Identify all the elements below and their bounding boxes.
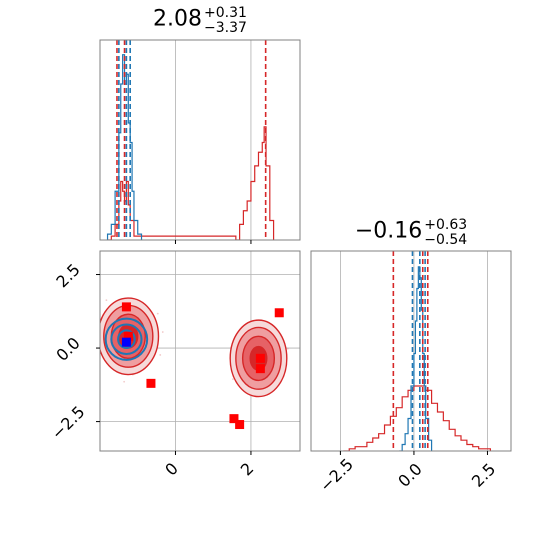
scatter-y-tick-label: 2.5	[52, 260, 83, 291]
scatter-y-tick-label: −2.5	[48, 402, 89, 443]
top-hist-red-series	[107, 126, 275, 240]
red-marker	[146, 378, 156, 388]
blue-contour	[104, 317, 149, 361]
scatter-y-tick-label: 0.0	[52, 333, 83, 364]
sample-point	[159, 354, 162, 356]
title-plus: +0.31	[204, 5, 247, 21]
sample-point	[105, 299, 108, 302]
title-plus: +0.63	[424, 217, 468, 233]
top-histogram-title: 2.08 +0.31 −3.37	[100, 6, 300, 36]
sample-point	[161, 331, 164, 333]
top-hist-frame	[99, 39, 301, 241]
red-marker	[255, 353, 265, 363]
sample-point	[123, 380, 126, 383]
right-hist-blue-series	[399, 266, 433, 451]
red-marker	[274, 308, 284, 318]
red-marker	[235, 420, 245, 430]
right-histogram-title: −0.16 +0.63 −0.54	[311, 218, 511, 248]
sample-point	[286, 347, 289, 350]
right-hist-group	[340, 251, 492, 451]
title-errors: +0.63 −0.54	[424, 218, 467, 248]
sample-point	[232, 378, 234, 381]
right-hist-x-tick-label: −2.5	[316, 455, 357, 496]
red-marker	[121, 302, 131, 312]
title-errors: +0.31 −3.37	[204, 6, 247, 36]
title-minus: −3.37	[204, 20, 247, 36]
scatter-frame	[99, 250, 301, 452]
title-minus: −0.54	[424, 232, 468, 248]
red-marker	[255, 364, 265, 374]
blue-contour	[110, 323, 143, 355]
sample-point	[97, 312, 99, 314]
scatter-x-tick-label: 2	[237, 459, 258, 480]
red-marker	[229, 414, 239, 424]
scatter-x-tick-label: 0	[161, 459, 182, 480]
top-hist-blue-series	[106, 54, 143, 240]
sample-point	[156, 312, 159, 315]
right-hist-x-tick-label: 0.0	[394, 459, 425, 490]
right-hist-red-series	[343, 385, 492, 451]
title-value: 2.08	[153, 6, 203, 32]
top-hist-group	[106, 40, 275, 240]
red-marker	[123, 331, 133, 341]
title-value: −0.16	[354, 218, 423, 244]
scatter-group	[97, 251, 300, 451]
right-hist-x-tick-label: 2.5	[468, 459, 499, 490]
blue-marker	[121, 337, 131, 347]
right-hist-frame	[310, 250, 512, 452]
blue-contour	[117, 329, 136, 350]
